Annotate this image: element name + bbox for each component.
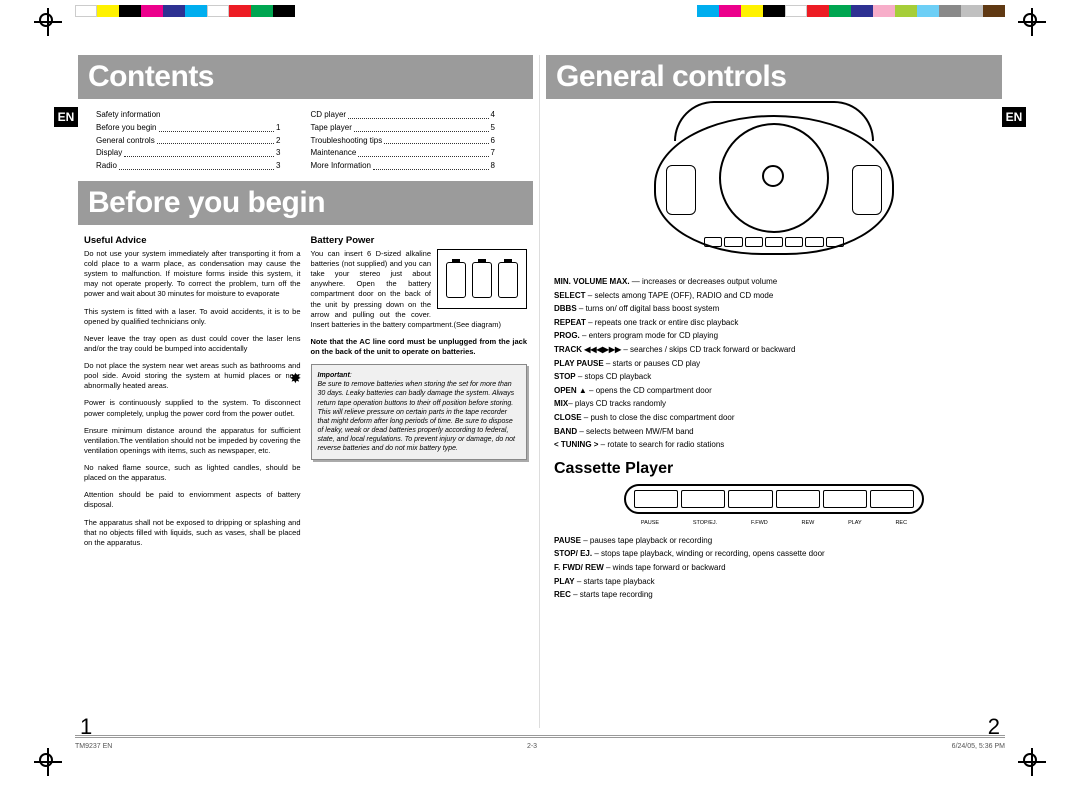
device-diagram [644,105,904,265]
cassette-btn-label: STOP/EJ. [693,520,717,526]
toc-entry: Radio3 [96,160,311,173]
control-item: BAND – selects between MW/FM band [554,425,994,439]
toc-entry: Display3 [96,147,311,160]
advice-paragraph: This system is fitted with a laser. To a… [84,307,301,327]
cassette-controls-list: PAUSE – pauses tape playback or recordin… [546,534,1002,602]
cassette-control-item: REC – starts tape recording [554,588,994,602]
advice-paragraph: Power is continuously supplied to the sy… [84,398,301,418]
advice-paragraph: Do not use your system immediately after… [84,249,301,300]
advice-paragraph: Never leave the tray open as dust could … [84,334,301,354]
control-item: SELECT – selects among TAPE (OFF), RADIO… [554,289,994,303]
lang-tab: EN [54,107,78,127]
control-item: OPEN ▲ – opens the CD compartment door [554,384,994,398]
reg-mark [1018,748,1046,776]
before-header: Before you begin [78,181,533,225]
important-text: Be sure to remove batteries when storing… [318,381,515,452]
color-bar-right [697,5,1005,17]
cassette-btn-label: REW [801,520,814,526]
cassette-control-item: F. FWD/ REW – winds tape forward or back… [554,561,994,575]
important-label: Important [318,372,350,379]
cassette-diagram [624,484,924,514]
useful-advice-heading: Useful Advice [84,235,301,246]
control-item: < TUNING > – rotate to search for radio … [554,438,994,452]
toc-entry: Safety information [96,109,311,122]
general-title: General controls [556,60,786,94]
battery-col: Battery Power You can insert 6 D-sized a… [311,235,528,555]
before-content: Useful Advice Do not use your system imm… [78,231,533,559]
control-item: CLOSE – push to close the disc compartme… [554,411,994,425]
control-item: PLAY PAUSE – starts or pauses CD play [554,357,994,371]
controls-list: MIN. VOLUME MAX. — increases or decrease… [546,275,1002,452]
control-item: MIN. VOLUME MAX. — increases or decrease… [554,275,994,289]
advice-paragraph: The apparatus shall not be exposed to dr… [84,518,301,548]
footer-pages: 2-3 [527,743,537,750]
cassette-control-item: STOP/ EJ. – stops tape playback, winding… [554,547,994,561]
control-item: TRACK ◀◀◀▶▶▶ – searches / skips CD track… [554,343,994,357]
cassette-btn-label: PLAY [848,520,862,526]
before-title: Before you begin [88,186,325,220]
general-header: General controls [546,55,1002,99]
control-item: STOP – stops CD playback [554,370,994,384]
cassette-heading: Cassette Player [554,460,1002,478]
cassette-button-labels: PAUSE STOP/EJ. F.FWD REW PLAY REC [624,520,924,526]
cassette-btn-label: PAUSE [641,520,659,526]
control-item: REPEAT – repeats one track or entire dis… [554,316,994,330]
advice-paragraph: No naked flame source, such as lighted c… [84,463,301,483]
useful-advice-col: Useful Advice Do not use your system imm… [84,235,301,555]
toc-entry: More Information8 [311,160,526,173]
toc-entry: General controls2 [96,135,311,148]
tip-icon: ✸ [290,369,302,387]
advice-paragraph: Do not place the system near wet areas s… [84,361,301,391]
contents-header: Contents [78,55,533,99]
toc-entry: Before you begin1 [96,122,311,135]
battery-heading: Battery Power [311,235,528,246]
footer-rule [75,735,1005,736]
reg-mark [1018,8,1046,36]
toc-entry: Maintenance7 [311,147,526,160]
page-left: EN Contents Safety informationBefore you… [72,55,540,728]
control-item: PROG. – enters program mode for CD playi… [554,329,994,343]
table-of-contents: Safety informationBefore you begin1Gener… [78,105,533,181]
advice-paragraph: Attention should be paid to enviornment … [84,490,301,510]
color-bar-left [75,5,295,17]
battery-note: Note that the AC line cord must be unplu… [311,337,528,357]
reg-mark [34,748,62,776]
footer: TM9237 EN 2-3 6/24/05, 5:36 PM [75,743,1005,750]
footer-rule [75,737,1005,738]
cassette-btn-label: F.FWD [751,520,768,526]
reg-mark [34,8,62,36]
footer-date: 6/24/05, 5:36 PM [952,743,1005,750]
toc-entry: Tape player5 [311,122,526,135]
advice-paragraph: Ensure minimum distance around the appar… [84,426,301,456]
battery-diagram [437,249,527,309]
footer-file: TM9237 EN [75,743,112,750]
important-note: ✸ Important: Be sure to remove batteries… [311,364,528,460]
page-right: EN General controls MIN. VOLUME MAX. — i… [540,55,1008,728]
cassette-control-item: PAUSE – pauses tape playback or recordin… [554,534,994,548]
control-item: DBBS – turns on/ off digital bass boost … [554,302,994,316]
toc-entry: CD player4 [311,109,526,122]
contents-title: Contents [88,60,214,94]
cassette-btn-label: REC [895,520,907,526]
cassette-control-item: PLAY – starts tape playback [554,575,994,589]
page-spread: EN Contents Safety informationBefore you… [72,55,1008,728]
lang-tab: EN [1002,107,1026,127]
toc-entry: Troubleshooting tips6 [311,135,526,148]
control-item: MIX– plays CD tracks randomly [554,397,994,411]
